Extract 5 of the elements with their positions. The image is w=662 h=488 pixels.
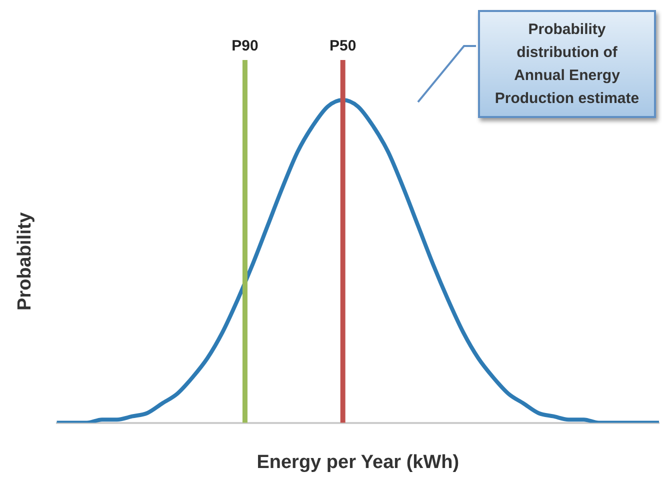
text: P50 [329, 38, 356, 55]
annotation: Probability distribution of Annual Energy Production estimate [478, 10, 656, 118]
y-axis-title: Probability [14, 212, 36, 310]
x-axis-title: Energy per Year (kWh) [256, 452, 460, 473]
text: P90 [232, 38, 258, 55]
